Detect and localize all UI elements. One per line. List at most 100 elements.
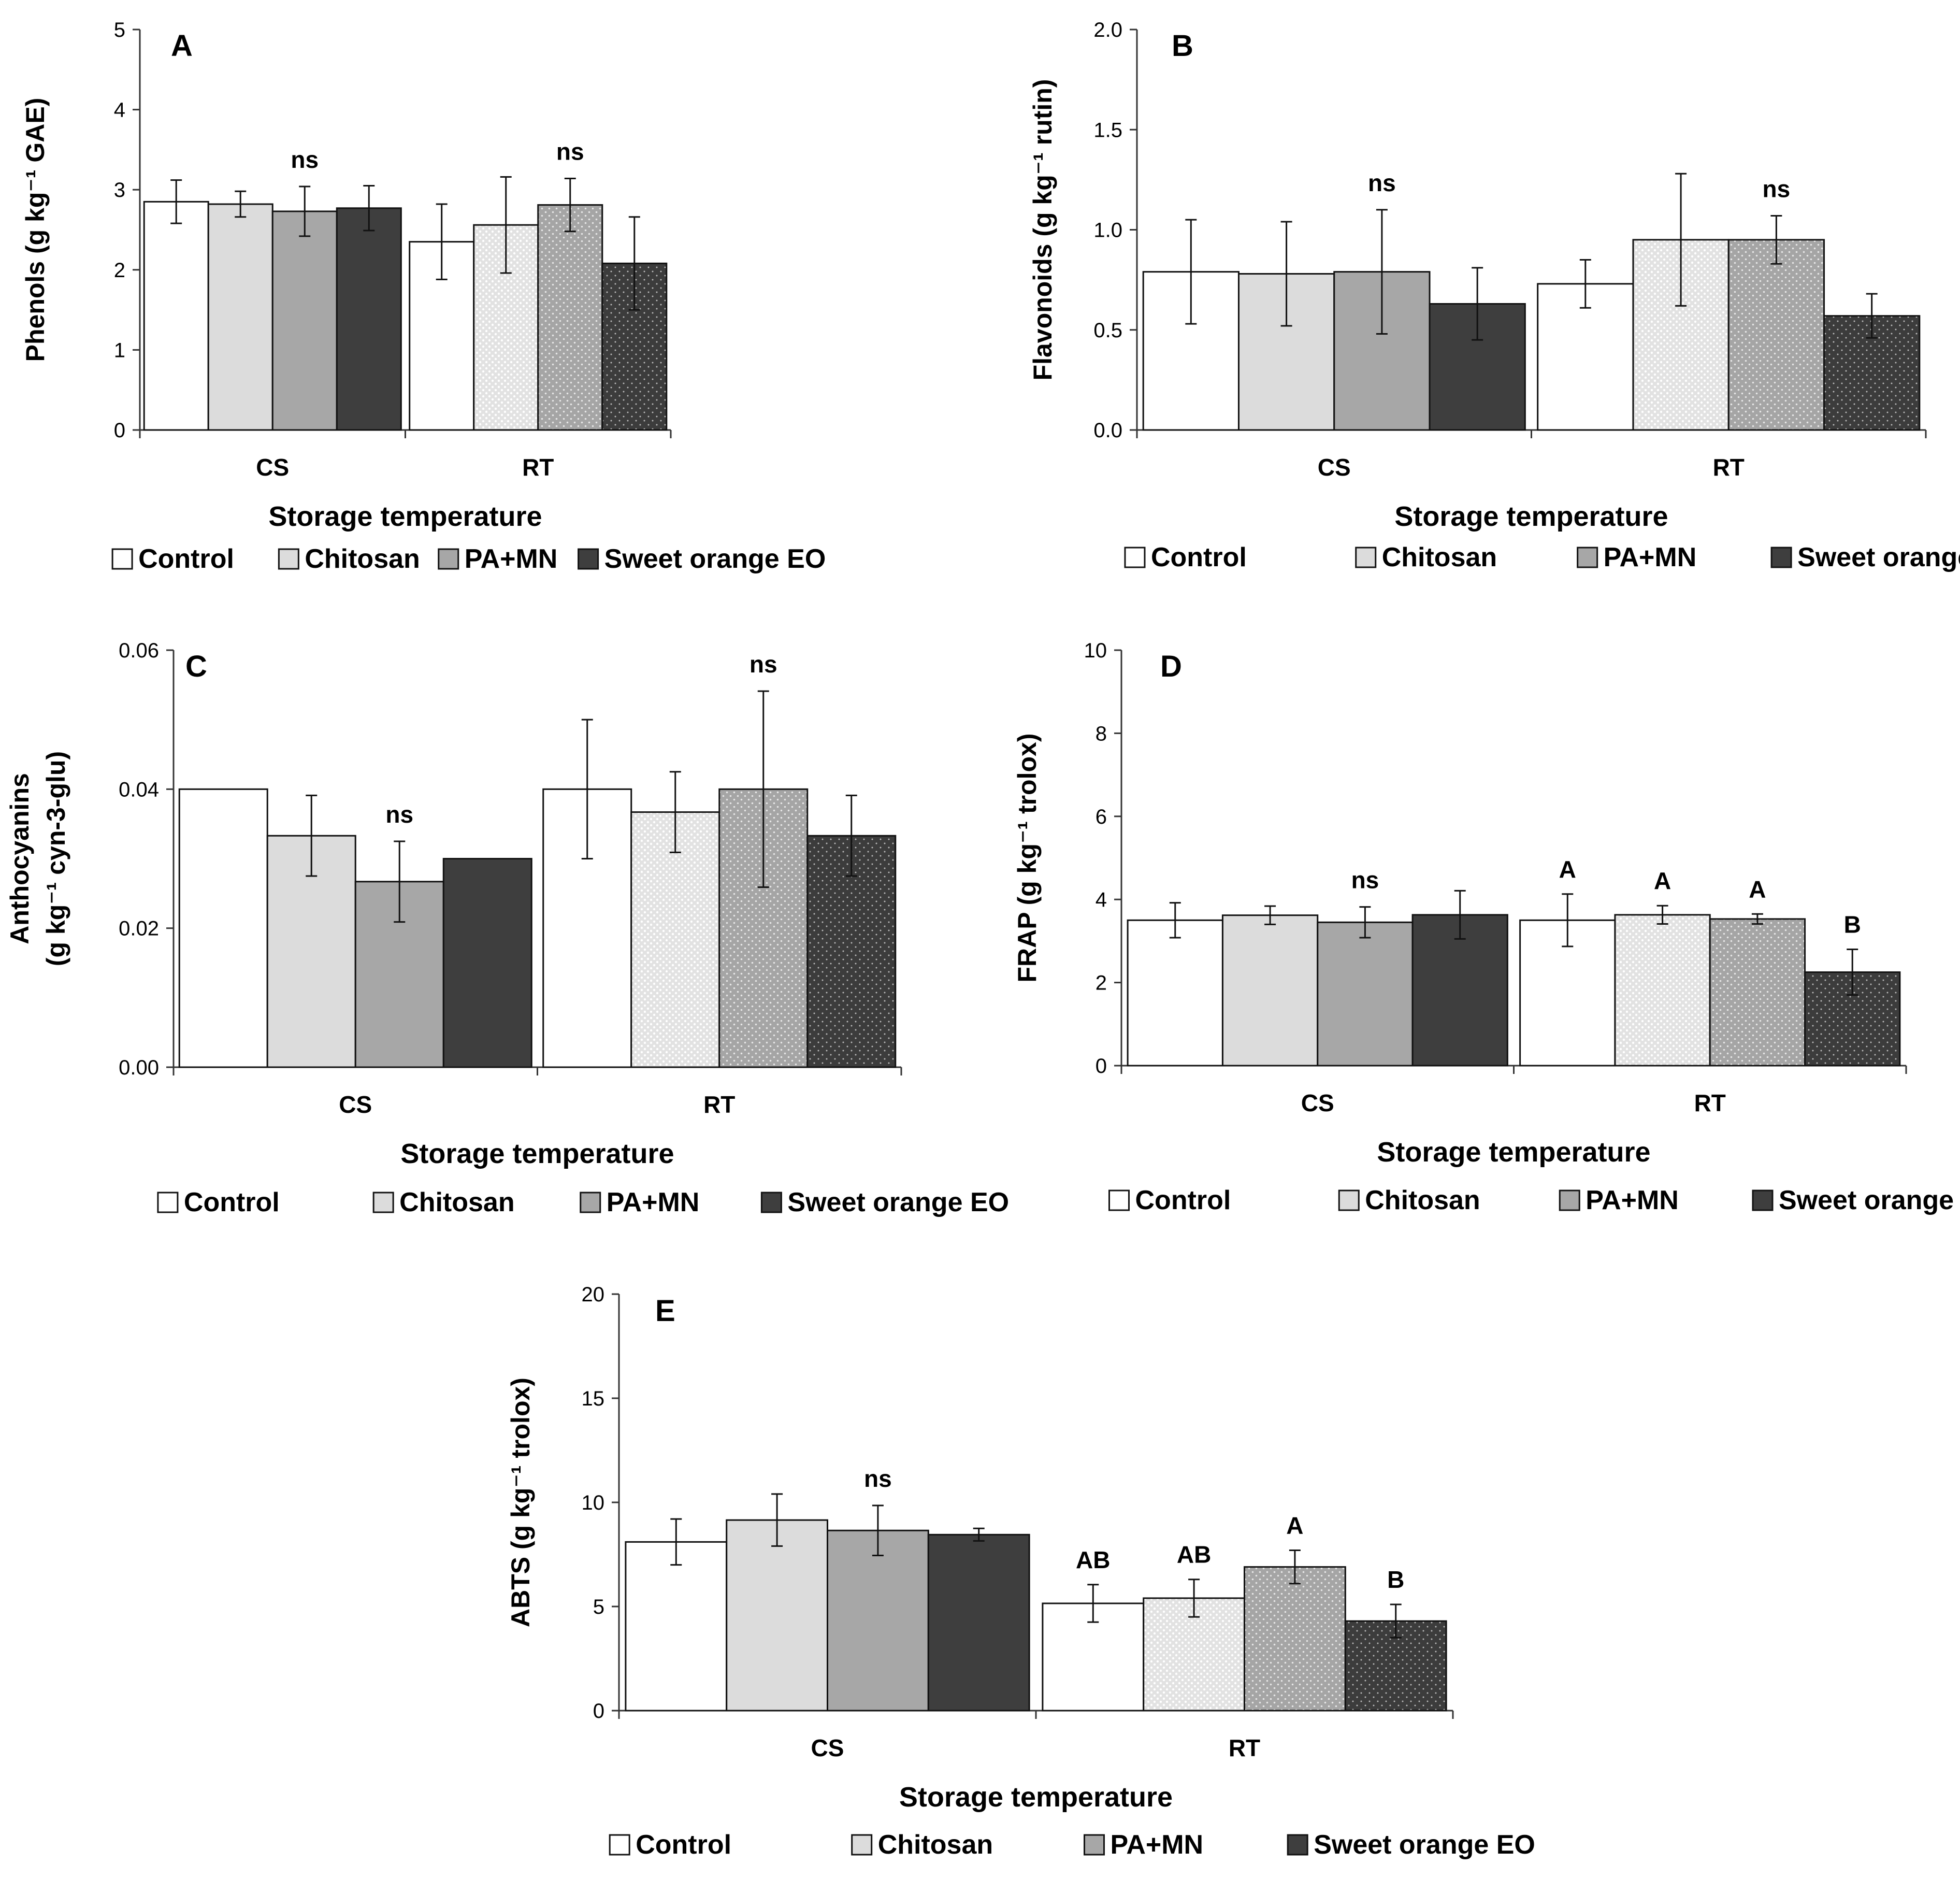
significance-label: ns xyxy=(385,801,413,828)
bar-A-CS-sweet-orange-eo xyxy=(337,208,401,430)
y-tick-label: 1 xyxy=(114,339,125,362)
y-tick-label: 0.02 xyxy=(119,917,159,940)
y-tick-label: 4 xyxy=(114,99,125,122)
legend-swatch xyxy=(581,1193,600,1212)
x-tick-label: RT xyxy=(1713,454,1745,481)
significance-letter: B xyxy=(1387,1566,1404,1593)
legend-label: Sweet orange EO xyxy=(787,1187,1009,1217)
significance-label: ns xyxy=(1368,169,1396,196)
y-tick-label: 4 xyxy=(1096,888,1107,911)
x-tick-label: CS xyxy=(256,454,289,481)
y-tick-label: 2 xyxy=(114,259,125,282)
significance-label: ns xyxy=(750,651,777,678)
panel-letter: A xyxy=(171,29,193,63)
bar-D-CS-chitosan xyxy=(1222,915,1317,1066)
legend: Control Chitosan PA+MN Sweet orange EO xyxy=(1109,1185,1960,1215)
legend-label: Sweet orange EO xyxy=(604,544,826,574)
y-axis-title: Phenols (g kg⁻¹ GAE) xyxy=(21,98,50,362)
bar-D-CS-pa-mn xyxy=(1318,922,1413,1066)
significance-letter: AB xyxy=(1177,1541,1211,1568)
x-tick-label: RT xyxy=(1694,1089,1726,1116)
y-tick-label: 5 xyxy=(114,19,125,41)
legend-label: Chitosan xyxy=(1365,1185,1480,1215)
legend-label: Sweet orange EO xyxy=(1779,1185,1960,1215)
bar-A-RT-pa-mn xyxy=(538,205,602,430)
panel-letter: C xyxy=(185,650,207,683)
bar-B-RT-pa-mn xyxy=(1728,240,1824,430)
significance-label: ns xyxy=(864,1465,892,1492)
y-tick-label: 1.0 xyxy=(1093,219,1122,242)
bar-D-RT-pa-mn xyxy=(1710,919,1805,1066)
bar-E-CS-sweet-orange-eo xyxy=(928,1534,1029,1711)
legend-label: Chitosan xyxy=(305,544,420,574)
y-tick-label: 0.04 xyxy=(119,778,159,801)
y-tick-label: 10 xyxy=(582,1491,605,1514)
legend: Control Chitosan PA+MN Sweet orange EO xyxy=(1125,542,1960,572)
y-tick-label: 0 xyxy=(114,419,125,442)
legend-swatch xyxy=(1771,548,1791,567)
y-axis-title: FRAP (g kg⁻¹ trolox) xyxy=(1013,733,1042,982)
legend-label: Control xyxy=(1151,542,1247,572)
significance-label: ns xyxy=(291,146,319,173)
bar-C-CS-control xyxy=(179,789,267,1067)
bar-E-RT-pa-mn xyxy=(1245,1567,1346,1711)
bar-E-CS-pa-mn xyxy=(828,1530,929,1711)
y-axis-title: Flavonoids (g kg⁻¹ rutin) xyxy=(1028,79,1057,381)
bar-A-CS-pa-mn xyxy=(272,211,337,430)
y-tick-label: 1.5 xyxy=(1093,119,1122,141)
legend-swatch xyxy=(1125,548,1145,567)
legend: Control Chitosan PA+MN Sweet orange EO xyxy=(112,544,826,574)
y-tick-label: 0.0 xyxy=(1093,419,1122,442)
legend-label: Control xyxy=(184,1187,280,1217)
significance-letter: A xyxy=(1286,1512,1303,1539)
x-tick-label: RT xyxy=(703,1091,735,1118)
legend-label: Control xyxy=(138,544,234,574)
legend-swatch xyxy=(1109,1190,1129,1210)
bar-C-CS-sweet-orange-eo xyxy=(443,859,531,1068)
y-tick-label: 6 xyxy=(1096,806,1107,828)
bar-A-CS-chitosan xyxy=(208,204,272,430)
legend-swatch xyxy=(1560,1190,1579,1210)
legend-swatch xyxy=(158,1193,178,1212)
legend-label: Chitosan xyxy=(1382,542,1497,572)
x-axis-title: Storage temperature xyxy=(1394,501,1668,532)
legend-swatch xyxy=(1288,1835,1307,1855)
legend-swatch xyxy=(852,1835,872,1855)
legend-label: PA+MN xyxy=(607,1187,700,1217)
x-tick-label: CS xyxy=(339,1091,372,1118)
y-tick-label: 8 xyxy=(1096,722,1107,745)
legend-label: PA+MN xyxy=(1604,542,1697,572)
legend-label: PA+MN xyxy=(465,544,558,574)
bar-E-CS-chitosan xyxy=(727,1520,828,1711)
significance-letter: A xyxy=(1559,856,1576,883)
legend-label: Control xyxy=(636,1830,731,1860)
legend-label: PA+MN xyxy=(1586,1185,1679,1215)
y-tick-label: 0.06 xyxy=(119,639,159,662)
x-tick-label: CS xyxy=(1301,1089,1334,1116)
panel-letter: D xyxy=(1160,650,1182,683)
y-tick-label: 0.00 xyxy=(119,1056,159,1079)
y-tick-label: 3 xyxy=(114,179,125,202)
legend-swatch xyxy=(1578,548,1597,567)
legend-label: Control xyxy=(1135,1185,1231,1215)
legend-label: PA+MN xyxy=(1111,1830,1204,1860)
x-axis-title: Storage temperature xyxy=(268,501,542,532)
x-tick-label: CS xyxy=(1318,454,1351,481)
legend-swatch xyxy=(610,1835,629,1855)
bar-D-RT-chitosan xyxy=(1615,915,1710,1066)
legend-swatch xyxy=(279,549,298,569)
legend-label: Chitosan xyxy=(878,1830,993,1860)
legend-label: Sweet orange EO xyxy=(1797,542,1960,572)
significance-label: ns xyxy=(1351,867,1379,894)
legend-swatch xyxy=(1753,1190,1772,1210)
legend-swatch xyxy=(761,1193,781,1212)
significance-label: ns xyxy=(1763,175,1791,202)
bar-D-CS-control xyxy=(1128,920,1222,1066)
legend-swatch xyxy=(112,549,132,569)
